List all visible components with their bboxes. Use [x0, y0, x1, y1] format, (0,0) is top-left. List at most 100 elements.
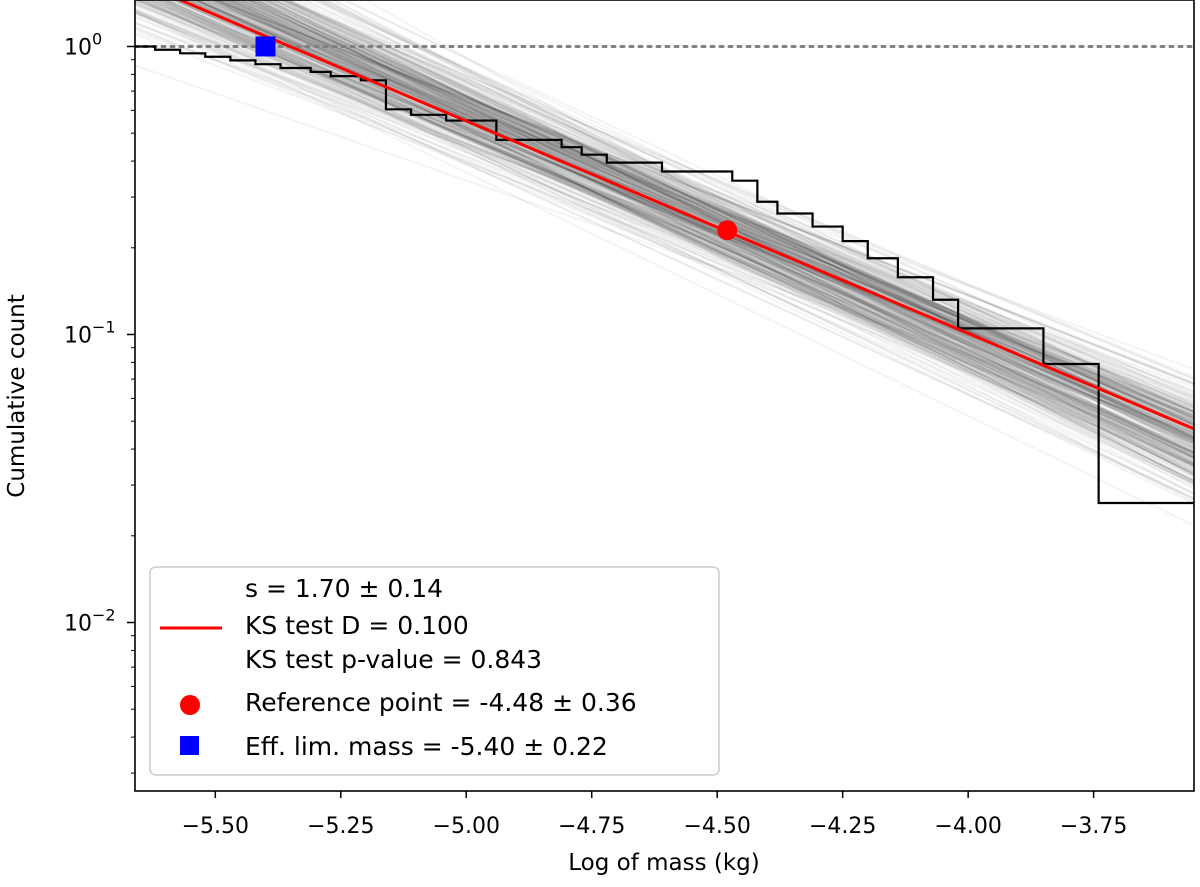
bootstrap-fit-line [194, 0, 1194, 443]
bootstrap-fit-line [246, 0, 1194, 439]
bootstrap-fit-line [221, 0, 1194, 465]
bootstrap-fit-line [180, 0, 1194, 423]
bootstrap-fit-line [191, 0, 1194, 422]
bootstrap-fit-line [245, 0, 1194, 431]
bootstrap-fit-line [293, 0, 1194, 458]
bootstrap-fit-line [228, 0, 1194, 419]
plot-frame [134, 0, 1195, 792]
bootstrap-fit-line [135, 10, 1194, 485]
bootstrap-fit-line [135, 10, 1194, 413]
bootstrap-fit-line [135, 2, 1194, 459]
y-axis-title: Cumulative count [4, 294, 30, 497]
bootstrap-fit-line [153, 0, 1194, 505]
bootstrap-fit-line [214, 0, 1194, 444]
bootstrap-fit-line [171, 0, 1194, 438]
bootstrap-fit-line [135, 12, 1194, 431]
bootstrap-fit-line [279, 0, 1194, 405]
bootstrap-fit-line [135, 22, 1194, 416]
bootstrap-fit-line [203, 0, 1194, 428]
bootstrap-fit-line [250, 0, 1194, 425]
bootstrap-fit-line [211, 0, 1194, 496]
bootstrap-fit-line [200, 0, 1194, 404]
bootstrap-fit-line [189, 0, 1194, 442]
bootstrap-fit-line [135, 9, 1194, 441]
bootstrap-fit-line [301, 0, 1194, 414]
bootstrap-fit-line [268, 0, 1194, 411]
bootstrap-fit-line [253, 0, 1194, 426]
bootstrap-fit-line [265, 0, 1194, 449]
bootstrap-fit-line [135, 0, 1194, 443]
y-tick-label: 10−1 [64, 317, 116, 348]
bootstrap-fit-line [135, 9, 1194, 454]
bootstrap-fit-line [205, 0, 1194, 414]
x-axis: −5.50 −5.25 −5.00 −4.75 −4.50 −4.25 −4.00 −3.75 [182, 791, 1127, 839]
bootstrap-fit-line [254, 0, 1194, 495]
bootstrap-fit-line [209, 0, 1194, 441]
bootstrap-fit-line [162, 0, 1194, 459]
bootstrap-fit-line [245, 0, 1194, 476]
bootstrap-fit-line [276, 0, 1194, 434]
bootstrap-fit-line [164, 0, 1194, 471]
bootstrap-fit-line [145, 0, 1194, 389]
x-tick-label: −4.00 [934, 814, 1001, 839]
bootstrap-fit-line [263, 0, 1194, 427]
bootstrap-fit-line [325, 0, 1194, 438]
bootstrap-fit-line [135, 0, 1194, 473]
x-tick-label: −3.75 [1060, 814, 1127, 839]
bootstrap-fit-line [135, 31, 1194, 399]
bootstrap-fit-line [135, 12, 1194, 418]
bootstrap-fit-line [247, 0, 1194, 426]
y-axis: 100 10−1 10−2 [64, 29, 135, 774]
x-tick-label: −5.50 [182, 814, 249, 839]
bootstrap-fit-line [269, 0, 1194, 425]
bootstrap-fit-line [135, 0, 1194, 434]
bootstrap-fit-line [199, 0, 1194, 489]
bootstrap-fit-line [196, 0, 1194, 418]
bootstrap-fit-line [302, 0, 1194, 428]
bootstrap-fit-line [222, 0, 1194, 475]
bootstrap-fit-line [235, 0, 1194, 408]
bootstrap-fit-line [197, 0, 1194, 478]
bootstrap-fit-line [135, 2, 1194, 439]
bootstrap-fit-line [193, 0, 1194, 454]
bootstrap-fit-line [185, 0, 1194, 410]
bootstrap-fit-line [218, 0, 1194, 408]
bootstrap-fit-line [248, 0, 1194, 424]
eff-lim-mass-marker [255, 36, 276, 57]
bootstrap-fit-line [321, 0, 1194, 448]
bootstrap-fit-line [230, 0, 1194, 426]
bootstrap-fit-line [212, 0, 1194, 385]
plot-data [135, 0, 1194, 505]
bootstrap-fit-line [225, 0, 1194, 426]
bootstrap-fit-line [135, 26, 1194, 467]
bootstrap-fit-line [177, 0, 1194, 463]
bootstrap-fit-line [186, 0, 1194, 397]
bootstrap-fit-line [262, 0, 1194, 454]
bootstrap-fit-line [231, 0, 1194, 400]
bootstrap-fit-line [135, 16, 1194, 465]
bootstrap-fit-line [317, 0, 1194, 431]
bootstrap-fit-line [181, 0, 1194, 483]
bootstrap-fit-line [312, 0, 1194, 406]
x-axis-title: Log of mass (kg) [568, 850, 760, 876]
legend-reference-point-marker [180, 695, 200, 715]
bootstrap-fit-line [170, 0, 1194, 422]
bootstrap-fit-line [241, 0, 1194, 449]
bootstrap-fit-line [280, 0, 1194, 379]
bootstrap-fit-line [341, 0, 1194, 401]
bootstrap-fit-line [135, 9, 1194, 501]
bootstrap-fit-line [245, 0, 1194, 454]
bootstrap-fit-line [163, 0, 1194, 467]
bootstrap-fit-line [251, 0, 1194, 445]
x-tick-label: −4.75 [558, 814, 625, 839]
bootstrap-fit-line [141, 0, 1194, 472]
x-tick-label: −4.25 [809, 814, 876, 839]
bootstrap-fit-line [241, 0, 1194, 446]
bootstrap-fit-line [266, 0, 1194, 473]
bootstrap-fit-line [263, 0, 1194, 487]
bootstrap-fit-line [214, 0, 1194, 475]
bootstrap-fit-line [135, 11, 1194, 460]
bootstrap-fit-line [214, 0, 1194, 394]
bootstrap-fit-line [246, 0, 1194, 421]
bootstrap-fit-line [216, 0, 1194, 438]
